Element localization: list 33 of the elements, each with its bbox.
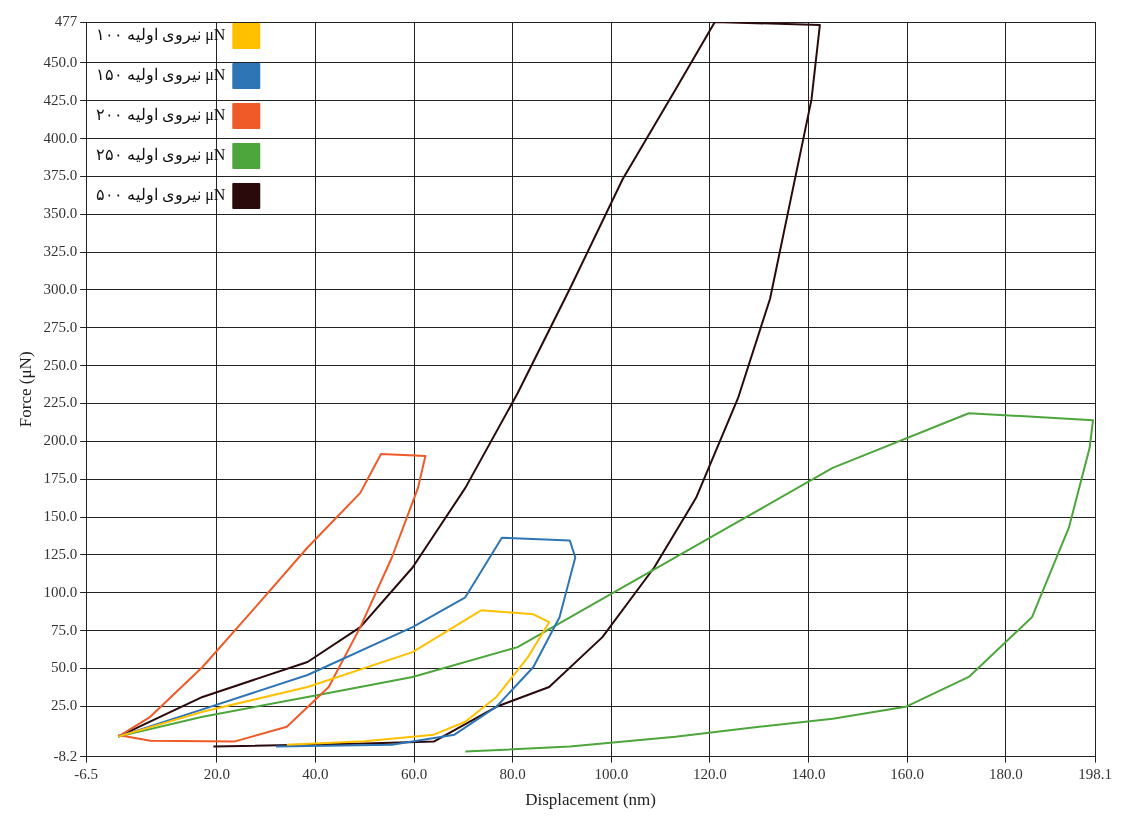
x-tick-label: 140.0 <box>791 765 826 782</box>
y-tick-label: 75.0 <box>50 621 78 638</box>
x-tick-label: 60.0 <box>400 765 428 782</box>
y-tick-label: 225.0 <box>43 394 78 411</box>
x-tick-label: -6.5 <box>74 765 99 782</box>
y-tick-label: 350.0 <box>43 205 78 222</box>
y-axis-title: Force (μN) <box>15 351 35 428</box>
x-tick-label: 160.0 <box>890 765 925 782</box>
y-tick-label: 25.0 <box>50 697 78 714</box>
y-tick-label: 300.0 <box>43 280 78 297</box>
y-tick-label: 200.0 <box>43 432 78 449</box>
x-tick-label: 80.0 <box>499 765 526 782</box>
x-tick-label: 120.0 <box>693 765 727 782</box>
y-tick-label: 400.0 <box>43 129 78 146</box>
y-tick-label: 477 <box>54 12 78 29</box>
y-tick-label: 375.0 <box>43 167 78 184</box>
y-tick-label: 50.0 <box>50 659 78 676</box>
x-tick-label: 100.0 <box>594 765 629 782</box>
x-tick-label: 180.0 <box>988 765 1023 782</box>
x-axis-title: Displacement (nm) <box>525 790 656 810</box>
y-tick-label: -8.2 <box>53 747 78 764</box>
y-tick-label: 450.0 <box>43 53 78 70</box>
x-tick-label: 20.0 <box>203 765 230 782</box>
y-tick-label: 150.0 <box>43 508 78 525</box>
x-tick-label: 40.0 <box>302 765 329 782</box>
y-tick-label: 250.0 <box>43 356 78 373</box>
y-tick-label: 125.0 <box>43 545 78 562</box>
y-tick-label: 100.0 <box>43 583 78 600</box>
y-tick-label: 425.0 <box>43 91 78 108</box>
y-tick-label: 275.0 <box>43 318 78 335</box>
x-tick-label: 198.1 <box>1078 765 1112 782</box>
y-tick-label: 175.0 <box>43 470 78 487</box>
y-tick-label: 325.0 <box>43 243 78 260</box>
